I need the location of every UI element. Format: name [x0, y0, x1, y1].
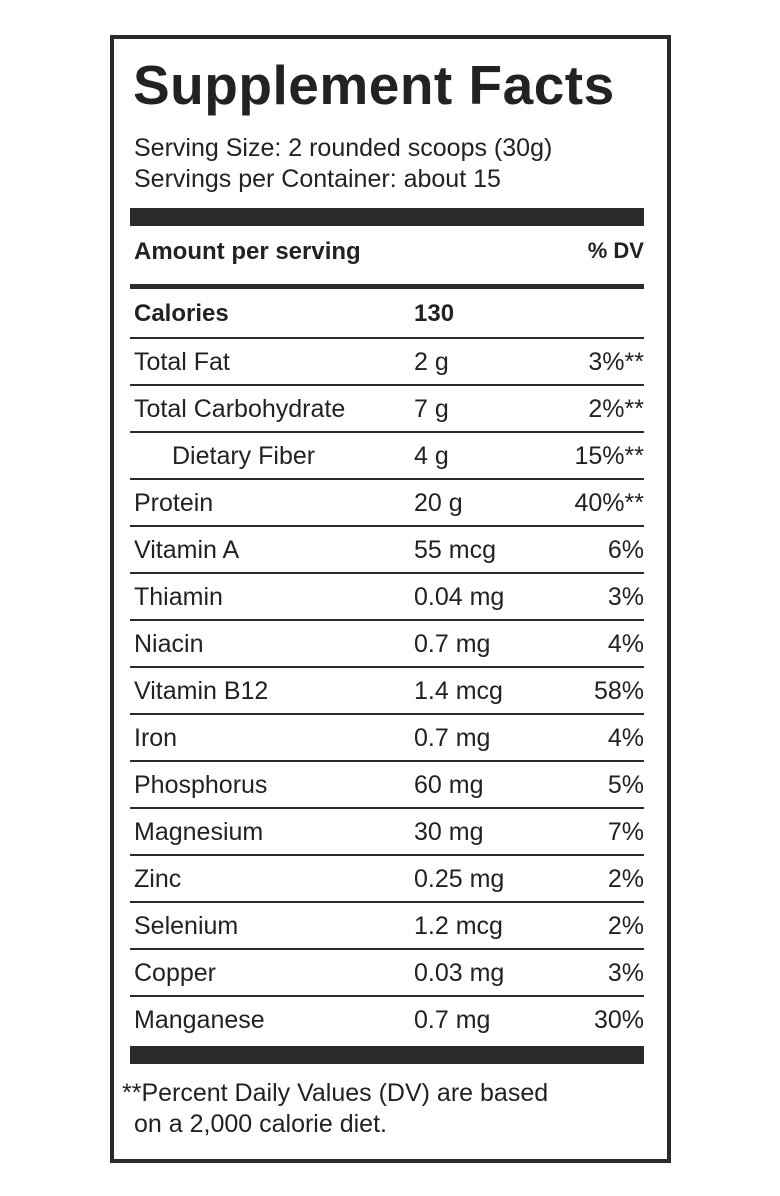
row-separator — [130, 854, 644, 856]
nutrient-name: Dietary Fiber — [172, 442, 316, 470]
nutrient-amount: 1.4 mcg — [414, 677, 503, 705]
row-separator — [130, 384, 644, 386]
header-amount: Amount per serving — [134, 238, 361, 265]
nutrient-dv: 2%** — [588, 395, 644, 423]
nutrient-amount: 0.7 mg — [414, 724, 491, 752]
row-separator — [130, 478, 644, 480]
nutrient-name: Total Fat — [134, 348, 230, 376]
nutrient-name: Iron — [134, 724, 178, 752]
nutrient-name: Phosphorus — [134, 771, 268, 799]
nutrient-name: Thiamin — [134, 583, 223, 611]
row-separator — [130, 948, 644, 950]
nutrient-amount: 0.25 mg — [414, 865, 505, 893]
nutrient-dv: 3% — [607, 959, 644, 987]
nutrient-name: Zinc — [134, 865, 182, 893]
nutrient-dv: 7% — [607, 818, 644, 846]
row-separator — [130, 995, 644, 997]
nutrient-name: Vitamin B12 — [134, 677, 269, 705]
row-separator — [130, 619, 644, 621]
nutrient-amount: 0.7 mg — [414, 1006, 491, 1034]
nutrient-dv: 15%** — [574, 442, 645, 470]
row-separator — [130, 713, 644, 715]
title: Supplement Facts — [133, 54, 615, 116]
nutrient-name: Copper — [134, 959, 216, 987]
footnote: **Percent Daily Values (DV) are based — [122, 1079, 549, 1107]
nutrient-name: Protein — [134, 489, 214, 517]
nutrient-amount: 60 mg — [414, 771, 484, 799]
nutrient-amount: 0.04 mg — [414, 583, 505, 611]
row-separator — [130, 666, 644, 668]
row-separator — [130, 525, 644, 527]
nutrient-dv: 30% — [593, 1006, 644, 1034]
header-dv: % DV — [587, 238, 644, 263]
row-separator — [130, 901, 644, 903]
nutrient-dv: 3%** — [588, 348, 644, 376]
nutrient-amount: 130 — [414, 300, 455, 327]
row-separator — [130, 337, 644, 339]
nutrient-amount: 0.7 mg — [414, 630, 491, 658]
row-separator — [130, 572, 644, 574]
nutrient-amount: 30 mg — [414, 818, 484, 846]
serving-size: Serving Size: 2 rounded scoops (30g) — [134, 134, 553, 162]
footnote: on a 2,000 calorie diet. — [134, 1110, 387, 1138]
nutrient-amount: 20 g — [414, 489, 463, 517]
nutrient-amount: 1.2 mcg — [414, 912, 503, 940]
nutrient-amount: 55 mcg — [414, 536, 496, 564]
header-rule — [130, 284, 644, 289]
nutrient-name: Vitamin A — [134, 536, 240, 564]
thick-bar — [130, 1046, 644, 1064]
nutrient-dv: 4% — [607, 630, 644, 658]
nutrient-name: Selenium — [134, 912, 239, 940]
nutrient-name: Manganese — [134, 1006, 265, 1034]
nutrient-name: Calories — [134, 300, 229, 327]
nutrient-dv: 2% — [607, 912, 644, 940]
nutrient-dv: 40%** — [574, 489, 645, 517]
nutrient-dv: 4% — [607, 724, 644, 752]
nutrient-name: Niacin — [134, 630, 204, 658]
thick-bar — [130, 208, 644, 226]
nutrient-dv: 5% — [607, 771, 644, 799]
row-separator — [130, 760, 644, 762]
row-separator — [130, 431, 644, 433]
nutrient-amount: 7 g — [414, 395, 449, 423]
nutrient-name: Magnesium — [134, 818, 264, 846]
nutrient-dv: 2% — [607, 865, 644, 893]
nutrient-dv: 3% — [607, 583, 644, 611]
servings-per-container: Servings per Container: about 15 — [134, 165, 501, 193]
nutrient-dv: 58% — [593, 677, 644, 705]
nutrient-amount: 4 g — [414, 442, 449, 470]
nutrient-amount: 2 g — [414, 348, 449, 376]
facts-panel — [110, 35, 671, 1163]
nutrient-amount: 0.03 mg — [414, 959, 505, 987]
nutrient-dv: 6% — [607, 536, 644, 564]
row-separator — [130, 807, 644, 809]
nutrient-name: Total Carbohydrate — [134, 395, 346, 423]
